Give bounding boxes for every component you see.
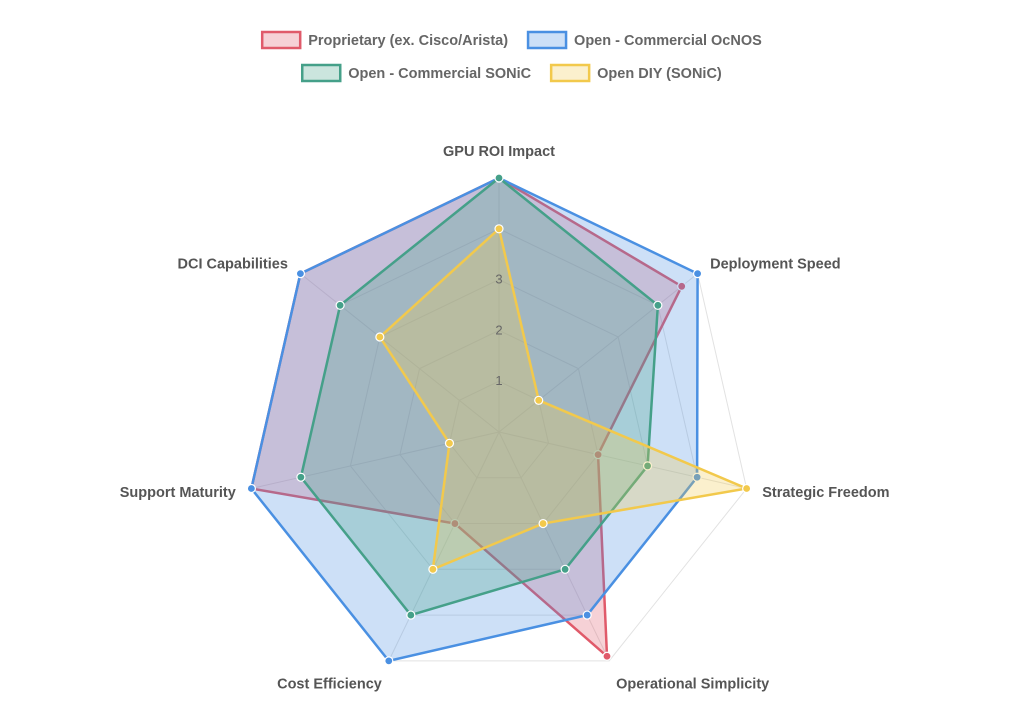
point-open-commercial-ocnos-deployment-speed[interactable] [692, 269, 703, 279]
axis-label-gpu-roi-impact: GPU ROI Impact [443, 144, 555, 160]
spoke-operational-simplicity [498, 431, 610, 662]
legend-label: Proprietary (ex. Cisco/Arista) [308, 33, 508, 49]
point-proprietary-ex-cisco-arista-strategic-freedom[interactable] [593, 450, 603, 460]
point-open-diy-sonic-dci-capabilities[interactable] [375, 332, 385, 342]
spoke-cost-efficiency [388, 431, 500, 662]
spoke-dci-capabilities [300, 273, 500, 433]
tick-label-1: 1 [495, 373, 502, 388]
grid-ring-2 [399, 329, 599, 525]
legend-swatch [260, 30, 302, 50]
radial-ticks: 1 2 3 [495, 272, 502, 389]
axis-label-cost-efficiency: Cost Efficiency [277, 676, 382, 692]
radar-series-layer [246, 173, 752, 666]
axis-label-support-maturity: Support Maturity [120, 485, 236, 501]
axis-label-strategic-freedom: Strategic Freedom [762, 485, 889, 501]
point-open-commercial-ocnos-dci-capabilities[interactable] [295, 269, 306, 279]
point-open-diy-sonic-support-maturity[interactable] [444, 438, 455, 448]
point-open-commercial-sonic-gpu-roi-impact[interactable] [494, 173, 504, 183]
spoke-deployment-speed [498, 273, 698, 433]
point-open-diy-sonic-strategic-freedom[interactable] [742, 483, 752, 494]
series-area-open-commercial-ocnos [250, 176, 699, 663]
spoke-support-maturity [251, 431, 500, 490]
legend-label: Open - Commercial SONiC [348, 66, 531, 82]
legend-label: Open DIY (SONiC) [597, 66, 722, 82]
point-proprietary-ex-cisco-arista-operational-simplicity[interactable] [602, 651, 612, 661]
legend-swatch [549, 63, 591, 83]
grid-ring-1 [448, 380, 550, 479]
point-open-commercial-sonic-operational-simplicity[interactable] [560, 564, 570, 574]
legend-item-open-diy-sonic[interactable]: Open DIY (SONiC) [549, 63, 722, 83]
point-open-diy-sonic-deployment-speed[interactable] [534, 395, 544, 405]
point-proprietary-ex-cisco-arista-cost-efficiency[interactable] [450, 518, 460, 529]
point-open-commercial-ocnos-support-maturity[interactable] [246, 483, 256, 494]
legend-swatch [526, 30, 568, 50]
point-open-diy-sonic-gpu-roi-impact[interactable] [494, 224, 504, 234]
series-open-commercial-sonic [296, 173, 663, 620]
axis-label-deployment-speed: Deployment Speed [710, 257, 841, 273]
point-open-commercial-ocnos-operational-simplicity[interactable] [582, 610, 592, 620]
point-open-diy-sonic-cost-efficiency[interactable] [428, 564, 438, 574]
chart-legend: Proprietary (ex. Cisco/Arista) Open - Com… [260, 30, 762, 83]
series-open-diy-sonic [375, 224, 752, 574]
series-area-open-commercial-sonic [299, 176, 660, 617]
point-open-commercial-sonic-support-maturity[interactable] [296, 472, 306, 482]
legend-item-open-commercial-ocnos[interactable]: Open - Commercial OcNOS [526, 30, 762, 50]
axis-label-operational-simplicity: Operational Simplicity [616, 676, 769, 692]
point-open-commercial-sonic-dci-capabilities[interactable] [335, 300, 345, 310]
legend-item-proprietary-ex-cisco-arista[interactable]: Proprietary (ex. Cisco/Arista) [260, 30, 508, 50]
point-proprietary-ex-cisco-arista-deployment-speed[interactable] [677, 281, 687, 291]
point-open-diy-sonic-operational-simplicity[interactable] [538, 518, 548, 529]
axis-labels: GPU ROI Impact Deployment Speed Strategic … [120, 144, 890, 692]
point-open-commercial-sonic-cost-efficiency[interactable] [406, 610, 416, 620]
grid-ring-3 [349, 279, 649, 570]
radar-grid [250, 177, 748, 662]
legend-item-open-commercial-sonic[interactable]: Open - Commercial SONiC [300, 63, 532, 83]
legend-swatch [300, 63, 342, 83]
tick-label-2: 2 [495, 322, 502, 337]
tick-label-3: 3 [495, 272, 502, 287]
axis-label-dci-capabilities: DCI Capabilities [178, 257, 288, 273]
series-area-open-diy-sonic [378, 226, 752, 572]
legend-label: Open - Commercial OcNOS [574, 33, 762, 49]
point-open-commercial-sonic-deployment-speed[interactable] [653, 300, 663, 310]
point-open-commercial-ocnos-cost-efficiency[interactable] [384, 656, 394, 666]
point-open-commercial-sonic-strategic-freedom[interactable] [642, 461, 653, 471]
spoke-strategic-freedom [498, 431, 747, 490]
point-open-commercial-ocnos-strategic-freedom[interactable] [692, 472, 702, 482]
